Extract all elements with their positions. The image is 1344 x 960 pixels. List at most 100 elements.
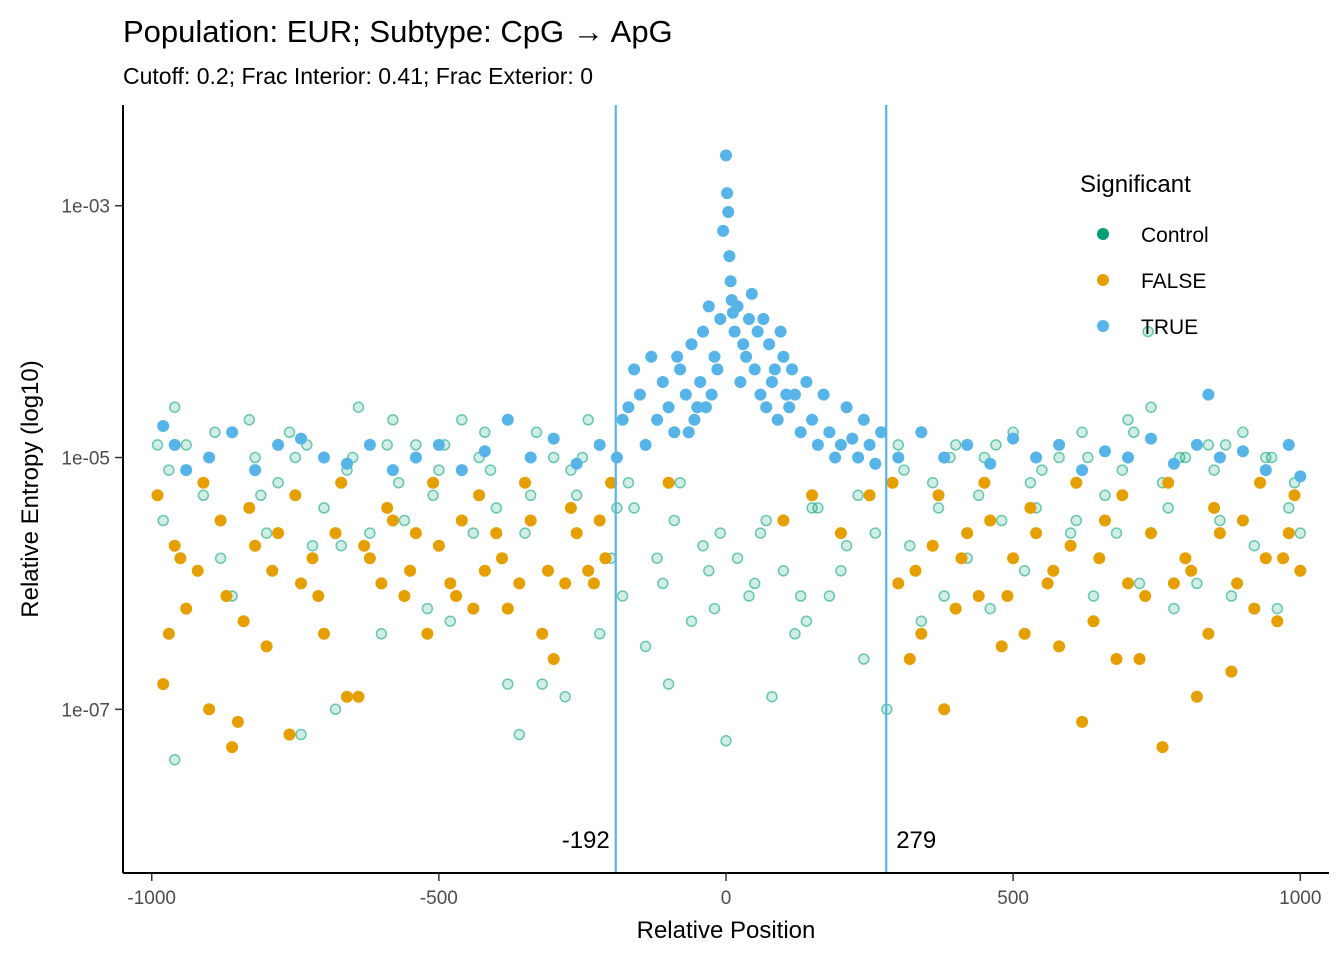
data-point bbox=[157, 420, 170, 432]
data-point bbox=[570, 457, 583, 470]
data-point bbox=[570, 489, 583, 502]
data-point bbox=[720, 149, 732, 162]
data-point bbox=[1248, 539, 1261, 552]
data-point bbox=[295, 432, 307, 445]
data-point bbox=[1156, 741, 1169, 754]
data-point bbox=[708, 350, 721, 363]
data-point bbox=[1001, 590, 1014, 602]
data-point bbox=[903, 653, 916, 665]
legend-label: TRUE bbox=[1141, 316, 1198, 339]
data-point bbox=[1110, 527, 1123, 539]
data-point bbox=[1041, 577, 1054, 590]
data-point bbox=[932, 502, 945, 514]
data-point bbox=[754, 527, 767, 539]
y-axis-label: Relative Entropy (log10) bbox=[17, 360, 44, 617]
data-point bbox=[1110, 653, 1123, 665]
data-point bbox=[800, 376, 813, 388]
data-point bbox=[255, 489, 267, 502]
data-point bbox=[404, 564, 417, 577]
data-point bbox=[751, 325, 764, 338]
data-point bbox=[421, 602, 434, 615]
data-point bbox=[1162, 502, 1174, 514]
x-tick-label: 500 bbox=[997, 888, 1029, 909]
data-point bbox=[1208, 501, 1221, 514]
data-point bbox=[685, 338, 698, 351]
data-point bbox=[1007, 432, 1020, 445]
data-point bbox=[926, 539, 939, 552]
data-point bbox=[168, 539, 181, 552]
data-point bbox=[794, 590, 807, 602]
x-tick-label: -1000 bbox=[127, 888, 176, 909]
data-point bbox=[375, 628, 388, 640]
data-point bbox=[335, 539, 347, 552]
data-point bbox=[157, 678, 170, 691]
data-point bbox=[306, 552, 319, 565]
data-point bbox=[858, 653, 870, 665]
data-point bbox=[1087, 590, 1100, 602]
data-point bbox=[456, 414, 468, 426]
data-point bbox=[318, 502, 330, 514]
data-point bbox=[685, 615, 698, 627]
data-point bbox=[682, 426, 695, 439]
data-point bbox=[622, 401, 635, 414]
data-point bbox=[1190, 690, 1203, 703]
data-point bbox=[886, 476, 899, 489]
data-point bbox=[203, 703, 216, 716]
data-point bbox=[243, 501, 256, 514]
data-point bbox=[1162, 476, 1175, 489]
data-point bbox=[599, 552, 612, 565]
data-point bbox=[168, 401, 181, 413]
data-point bbox=[806, 502, 818, 514]
data-point bbox=[587, 577, 600, 590]
data-point bbox=[748, 577, 761, 590]
data-point bbox=[1282, 438, 1295, 451]
data-point bbox=[433, 464, 445, 476]
data-point bbox=[1167, 577, 1180, 590]
x-tick-label: -500 bbox=[420, 888, 458, 909]
data-point bbox=[737, 338, 750, 351]
legend: Significant Control FALSE TRUE bbox=[1080, 171, 1209, 339]
data-point bbox=[1099, 489, 1111, 502]
data-point bbox=[1259, 464, 1272, 477]
data-point bbox=[1030, 527, 1043, 540]
data-point bbox=[892, 577, 905, 590]
data-point bbox=[542, 564, 554, 577]
data-point bbox=[748, 363, 761, 376]
data-point bbox=[610, 451, 623, 464]
data-point bbox=[501, 602, 514, 615]
points-layer bbox=[151, 149, 1307, 766]
data-point bbox=[863, 489, 876, 502]
data-point bbox=[519, 476, 531, 489]
data-point bbox=[1099, 445, 1111, 458]
data-point bbox=[513, 577, 526, 590]
data-point bbox=[1122, 577, 1134, 590]
data-point bbox=[628, 502, 640, 514]
data-point bbox=[479, 426, 491, 439]
data-point bbox=[283, 728, 296, 741]
data-point bbox=[714, 313, 727, 325]
data-point bbox=[697, 539, 709, 552]
data-point bbox=[800, 615, 813, 627]
data-point bbox=[697, 325, 709, 338]
data-point bbox=[823, 426, 836, 439]
data-point bbox=[961, 527, 974, 540]
data-point bbox=[1070, 476, 1083, 489]
data-point bbox=[1142, 325, 1154, 338]
data-point bbox=[237, 615, 250, 628]
data-point bbox=[444, 577, 457, 590]
data-point bbox=[272, 438, 285, 451]
data-point bbox=[163, 464, 175, 476]
data-point bbox=[1099, 514, 1111, 527]
data-point bbox=[771, 413, 784, 426]
data-point bbox=[717, 224, 730, 237]
data-point bbox=[857, 413, 870, 426]
data-point bbox=[745, 287, 758, 300]
legend-key-true bbox=[1097, 320, 1109, 332]
data-point bbox=[702, 300, 715, 313]
data-point bbox=[904, 539, 916, 552]
data-point bbox=[611, 502, 623, 514]
data-point bbox=[473, 489, 486, 502]
data-point bbox=[249, 464, 262, 477]
data-point bbox=[409, 527, 422, 540]
data-point bbox=[410, 439, 422, 451]
